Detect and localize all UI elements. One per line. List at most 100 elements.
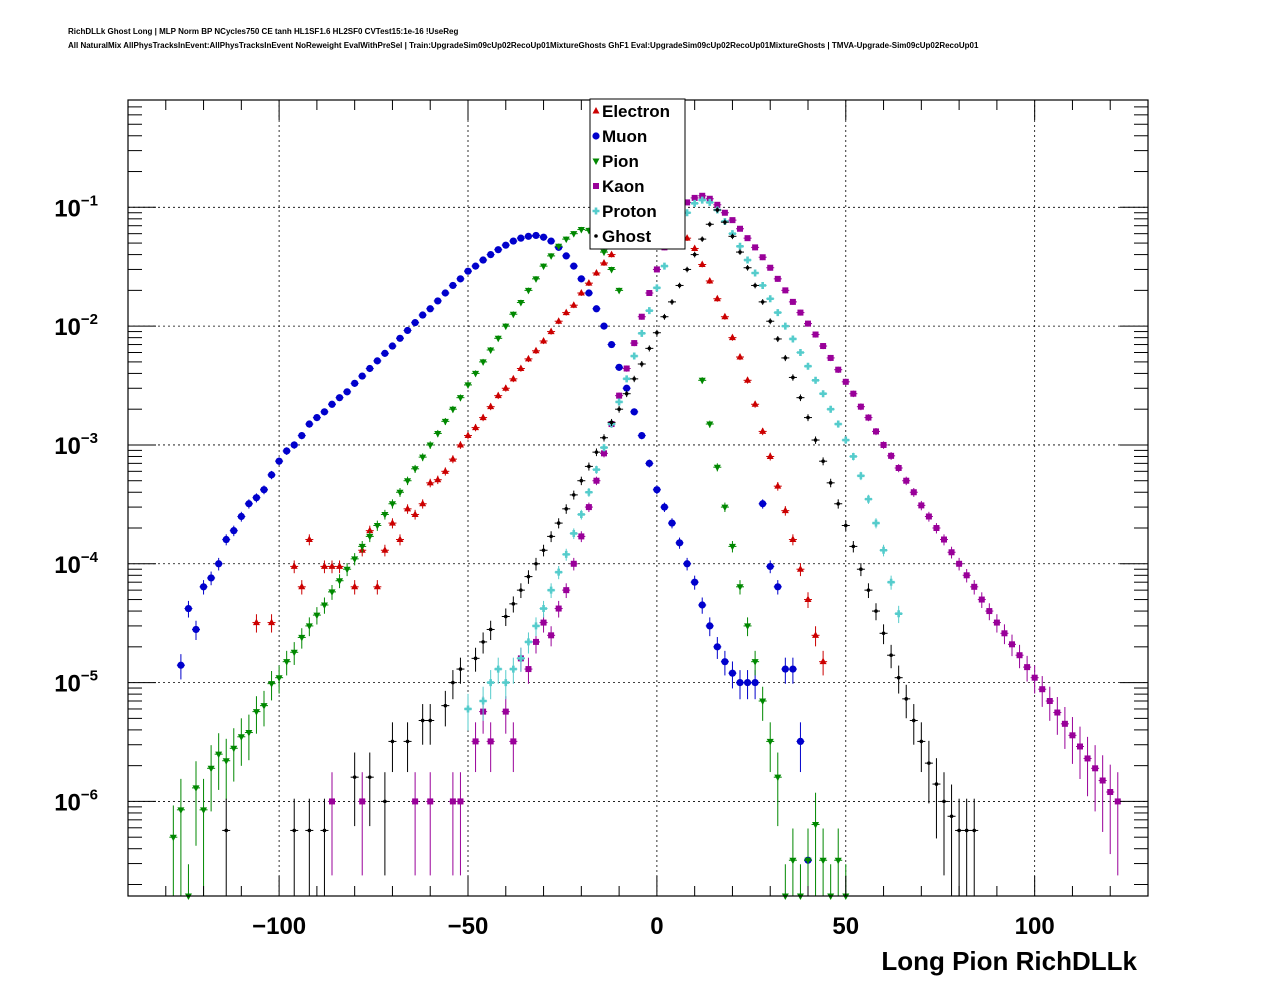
ghost-point [828,481,833,485]
proton-point [577,510,585,518]
ghost-point [859,567,863,572]
ghost-point [670,300,674,304]
electron-point [404,504,412,512]
pion-point [396,489,404,497]
proton-point [819,390,827,398]
ghost-point [738,250,742,254]
kaon-point [993,619,1000,626]
muon-point [192,625,200,634]
ghost-point [896,675,901,680]
electron-point [328,562,336,569]
muon-point [396,334,404,342]
muon-point [366,364,374,373]
pion-point [562,236,570,244]
pion-point [532,276,540,283]
kaon-point [1061,720,1068,727]
proton-point [585,488,593,496]
muon-point [759,500,767,508]
electron-point [592,269,600,276]
proton-point [653,284,661,292]
muon-point [743,679,752,687]
x-tick-label: 50 [832,913,859,940]
muon-point [668,519,676,527]
muon-point [215,560,223,568]
ghost-point [519,588,523,592]
kaon-point [706,195,713,202]
proton-point [494,665,502,673]
muon-point [638,431,646,440]
pion-point [479,359,487,366]
ghost-point [352,775,357,779]
kaon-point [533,638,539,645]
pion-point [298,634,306,642]
x-tick-label: −100 [252,913,306,940]
proton-point [864,495,872,503]
muon-point [373,357,381,365]
pion-point [472,370,480,378]
electron-point [252,618,260,626]
muon-point [698,601,706,609]
muon-point [683,560,691,568]
kaon-point [903,477,910,484]
header-subtitle: All NaturalMix AllPhysTracksInEvent:AllP… [68,41,979,50]
kaon-point [1092,765,1099,772]
electron-point [426,478,434,486]
electron-point [290,562,298,569]
electron-point [585,279,593,286]
electron-point [298,582,306,590]
electron-point [819,657,827,665]
kaon-point [767,264,774,271]
kaon-point [986,608,993,615]
ghost-point [715,208,720,212]
pion-point [494,335,502,343]
ghost-point [723,220,727,224]
pion-point [305,623,313,630]
ghost-point [367,775,372,779]
ghost-point [390,739,395,744]
pion-point [615,287,623,295]
electron-point [419,499,427,507]
muon-point [403,326,412,335]
muon-point [547,237,555,245]
muon-point [494,246,502,254]
pion-point [728,543,736,551]
muon-point [267,471,276,479]
electron-point [411,510,419,517]
kaon-point [646,290,653,297]
pion-point [200,807,208,814]
pion-point [796,893,804,900]
muon-point [789,665,797,673]
electron-point [456,440,464,448]
proton-point [691,199,699,207]
ghost-point [806,415,810,420]
pion-point [358,543,366,551]
pion-point [237,734,245,741]
proton-point [540,605,548,613]
electron-point [577,289,585,296]
ghost-point [775,337,780,341]
pion-point [222,758,230,765]
pion-point [449,406,457,414]
proton-point [834,420,842,428]
pion-point [192,785,200,792]
kaon-point [714,201,721,208]
electron-point [766,452,774,459]
ghost-point [307,828,312,833]
pion-point [260,703,268,710]
kaon-point [948,549,955,556]
muon-point [592,305,601,313]
electron-point [336,562,344,569]
electron-point [812,631,820,638]
muon-point [774,583,782,591]
proton-point [487,679,495,687]
pion-point [230,745,238,753]
ghost-point [934,782,939,786]
muon-point [577,275,585,283]
legend-marker-electron [592,107,600,114]
kaon-point [729,217,736,224]
kaon-point [502,708,509,715]
ghost-point [760,300,765,304]
legend-label-muon: Muon [602,127,647,146]
muon-point [328,400,336,408]
ghost-point [420,718,425,723]
